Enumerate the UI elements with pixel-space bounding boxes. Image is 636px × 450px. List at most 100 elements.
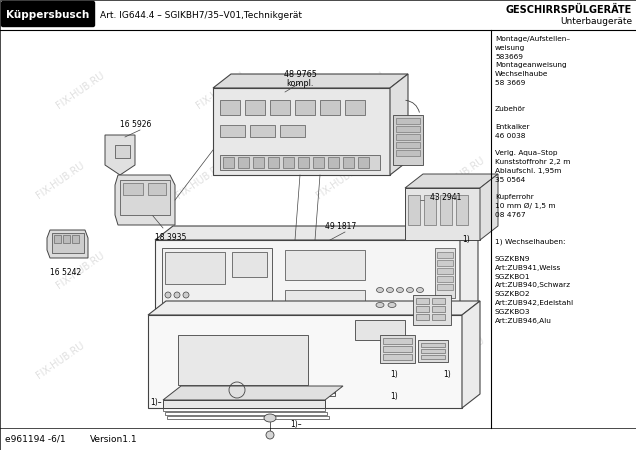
Polygon shape xyxy=(155,240,460,370)
Text: kompl.: kompl. xyxy=(286,79,314,88)
Bar xyxy=(280,125,305,137)
Polygon shape xyxy=(155,226,478,240)
Bar xyxy=(285,290,365,310)
Polygon shape xyxy=(462,301,480,408)
Bar xyxy=(396,134,420,140)
Text: Montage/Aufstellen–: Montage/Aufstellen– xyxy=(495,36,570,42)
Polygon shape xyxy=(163,386,343,400)
Bar xyxy=(396,150,420,156)
Text: 35 0564: 35 0564 xyxy=(495,177,525,183)
Bar xyxy=(220,125,245,137)
Bar xyxy=(393,115,423,165)
Circle shape xyxy=(174,292,180,298)
Bar xyxy=(432,298,445,304)
Polygon shape xyxy=(405,174,498,188)
Polygon shape xyxy=(148,315,462,408)
Polygon shape xyxy=(47,230,88,258)
Bar xyxy=(396,118,420,124)
Circle shape xyxy=(266,431,274,439)
Text: Art:ZUB941,Weiss: Art:ZUB941,Weiss xyxy=(495,265,561,271)
Bar xyxy=(220,155,380,170)
Polygon shape xyxy=(460,226,478,370)
Text: 46 0038: 46 0038 xyxy=(495,133,525,139)
Text: Version1.1: Version1.1 xyxy=(90,435,137,444)
Bar xyxy=(416,314,429,320)
Ellipse shape xyxy=(417,288,424,292)
Text: 43 2941: 43 2941 xyxy=(430,193,461,202)
Bar xyxy=(283,157,294,168)
Bar xyxy=(298,157,309,168)
Bar xyxy=(435,248,455,298)
Text: 1)–: 1)– xyxy=(290,420,301,429)
Text: e961194 -6/1: e961194 -6/1 xyxy=(5,435,66,444)
Text: FIX-HUB.RU: FIX-HUB.RU xyxy=(314,160,366,200)
Text: 1)–: 1)– xyxy=(150,398,162,407)
Bar xyxy=(408,195,420,225)
Bar xyxy=(421,355,445,359)
Bar xyxy=(345,100,365,115)
Text: Kunststoffrohr 2,2 m: Kunststoffrohr 2,2 m xyxy=(495,159,570,165)
Text: Zubehör: Zubehör xyxy=(495,106,526,112)
Bar xyxy=(270,100,290,115)
Text: FIX-HUB.RU: FIX-HUB.RU xyxy=(434,335,486,375)
Text: Unterbaugeräte: Unterbaugeräte xyxy=(560,17,632,26)
Text: FIX-HUB.RU: FIX-HUB.RU xyxy=(314,340,366,380)
Text: weisung: weisung xyxy=(495,45,525,51)
Bar xyxy=(148,183,166,195)
Text: Ablaufschl. 1,95m: Ablaufschl. 1,95m xyxy=(495,168,562,174)
Bar xyxy=(162,248,272,338)
Text: 16 5242: 16 5242 xyxy=(50,268,81,277)
Bar xyxy=(165,252,225,284)
Bar xyxy=(253,157,264,168)
Text: Küppersbusch: Küppersbusch xyxy=(6,10,90,20)
Ellipse shape xyxy=(376,302,384,307)
Text: Art. IG644.4 – SGIKBH7/35–V01,Technikgerät: Art. IG644.4 – SGIKBH7/35–V01,Technikger… xyxy=(100,10,302,19)
Bar xyxy=(396,142,420,148)
Bar xyxy=(295,100,315,115)
Text: Art:ZUB940,Schwarz: Art:ZUB940,Schwarz xyxy=(495,283,571,288)
Text: Art:ZUB942,Edelstahl: Art:ZUB942,Edelstahl xyxy=(495,300,574,306)
Text: FIX-HUB.RU: FIX-HUB.RU xyxy=(54,70,106,110)
Text: GESCHIRRSPÜLGERÄTE: GESCHIRRSPÜLGERÄTE xyxy=(506,5,632,15)
Polygon shape xyxy=(390,74,408,175)
Text: 16 5926: 16 5926 xyxy=(120,120,151,129)
Text: 1): 1) xyxy=(390,370,398,379)
Text: 48 9765: 48 9765 xyxy=(284,70,317,79)
Text: FIX-HUB.RU: FIX-HUB.RU xyxy=(334,70,386,110)
Ellipse shape xyxy=(377,288,384,292)
Text: FIX-HUB.RU: FIX-HUB.RU xyxy=(34,340,86,380)
Text: FIX-HUB.RU: FIX-HUB.RU xyxy=(174,160,226,200)
Text: 1): 1) xyxy=(462,235,470,244)
Text: 1): 1) xyxy=(443,370,451,379)
Bar xyxy=(432,306,445,312)
FancyBboxPatch shape xyxy=(1,1,95,27)
Bar xyxy=(232,252,267,277)
Bar xyxy=(416,298,429,304)
Bar xyxy=(178,335,308,385)
Bar xyxy=(343,157,354,168)
Text: SGZKBN9: SGZKBN9 xyxy=(495,256,530,262)
Polygon shape xyxy=(480,174,498,240)
Bar xyxy=(223,157,234,168)
Bar xyxy=(437,268,453,274)
Bar xyxy=(285,250,365,280)
Polygon shape xyxy=(148,301,480,315)
Bar xyxy=(63,235,70,243)
Text: 10 mm Ø/ 1,5 m: 10 mm Ø/ 1,5 m xyxy=(495,203,556,209)
Bar xyxy=(120,180,170,215)
Text: FIX-HUB.RU: FIX-HUB.RU xyxy=(194,250,246,290)
Text: 49 1817: 49 1817 xyxy=(325,222,356,231)
Polygon shape xyxy=(213,88,390,175)
Bar xyxy=(437,284,453,290)
Text: FIX-HUB.RU: FIX-HUB.RU xyxy=(434,155,486,195)
Bar xyxy=(255,390,335,396)
Bar xyxy=(416,306,429,312)
Text: Wechselhaube: Wechselhaube xyxy=(495,71,548,77)
Bar xyxy=(383,338,412,344)
Text: FIX-HUB.RU: FIX-HUB.RU xyxy=(334,250,386,290)
Bar xyxy=(413,295,451,325)
Text: SGZKBO1: SGZKBO1 xyxy=(495,274,530,279)
Bar xyxy=(383,346,412,352)
Bar xyxy=(421,343,445,347)
Polygon shape xyxy=(115,145,130,158)
